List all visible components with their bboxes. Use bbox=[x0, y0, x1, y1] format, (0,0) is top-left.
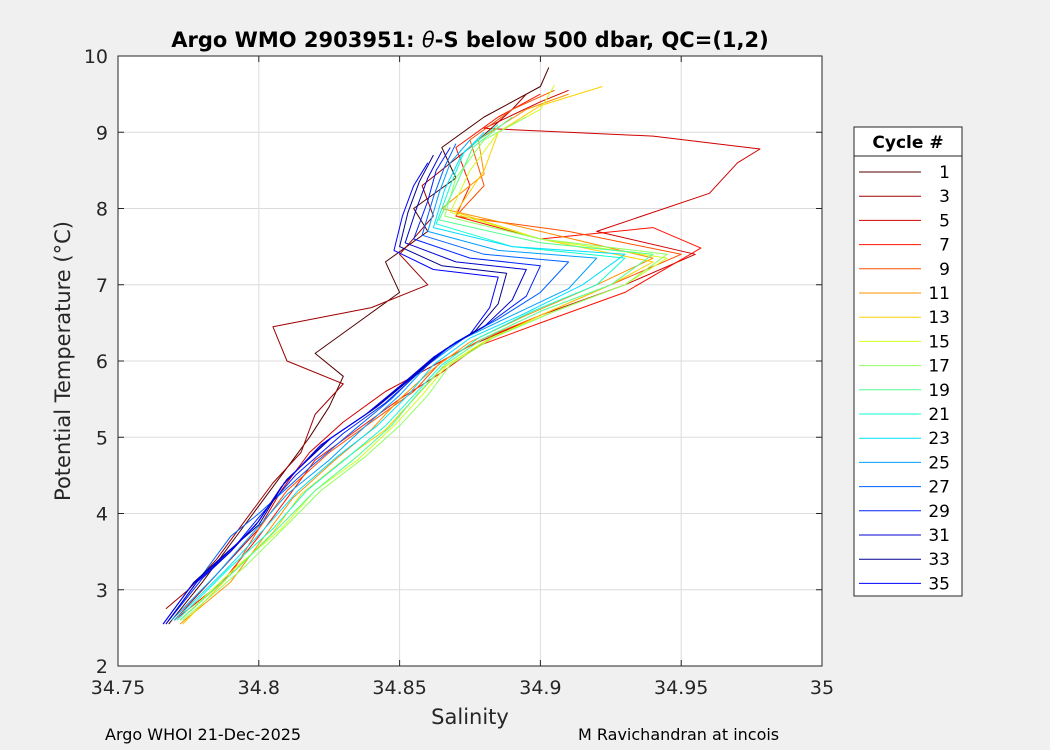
y-tick-label: 9 bbox=[96, 122, 108, 144]
legend-label-cycle-23: 23 bbox=[928, 429, 950, 449]
y-tick-label: 2 bbox=[96, 656, 108, 678]
legend-label-cycle-1: 1 bbox=[939, 163, 950, 183]
y-tick-label: 10 bbox=[84, 46, 108, 68]
legend-title: Cycle # bbox=[872, 133, 943, 153]
series-line-cycle-21 bbox=[176, 124, 626, 621]
footer-credit-left: Argo WHOI 21-Dec-2025 bbox=[105, 725, 302, 744]
x-tick-label: 34.8 bbox=[238, 677, 280, 699]
series-line-cycle-5 bbox=[173, 89, 761, 621]
legend-label-cycle-35: 35 bbox=[928, 574, 950, 594]
legend-label-cycle-7: 7 bbox=[939, 236, 950, 256]
y-tick-label: 6 bbox=[96, 351, 108, 373]
y-tick-label: 7 bbox=[96, 275, 108, 297]
legend-label-cycle-19: 19 bbox=[928, 381, 950, 401]
y-tick-label: 4 bbox=[96, 504, 108, 526]
x-axis-label: Salinity bbox=[431, 705, 509, 729]
legend-box bbox=[853, 126, 963, 597]
footer-credit-right: M Ravichandran at incois bbox=[578, 725, 780, 744]
legend-label-cycle-21: 21 bbox=[928, 405, 950, 425]
series-line-cycle-3 bbox=[165, 93, 527, 610]
legend-label-cycle-25: 25 bbox=[928, 453, 950, 473]
series-line-cycle-35 bbox=[162, 162, 499, 625]
series-line-cycle-19 bbox=[179, 116, 654, 621]
y-tick-label: 3 bbox=[96, 580, 108, 602]
legend-label-cycle-29: 29 bbox=[928, 502, 950, 522]
legend-label-cycle-9: 9 bbox=[939, 260, 950, 280]
legend-label-cycle-3: 3 bbox=[939, 187, 950, 207]
x-tick-label: 34.85 bbox=[372, 677, 426, 699]
x-tick-label: 34.75 bbox=[91, 677, 145, 699]
y-axis-label: Potential Temperature (°C) bbox=[51, 221, 75, 501]
chart-title: Argo WMO 2903951: θ-S below 500 dbar, QC… bbox=[171, 28, 768, 52]
series-layer bbox=[162, 67, 761, 625]
series-line-cycle-27 bbox=[168, 143, 570, 621]
x-tick-label: 34.9 bbox=[519, 677, 561, 699]
series-line-cycle-9 bbox=[179, 89, 682, 621]
y-tick-label: 5 bbox=[96, 427, 108, 449]
legend-label-cycle-15: 15 bbox=[928, 332, 950, 352]
y-tick-label: 8 bbox=[96, 199, 108, 221]
x-tick-label: 34.95 bbox=[654, 677, 708, 699]
legend-label-cycle-11: 11 bbox=[928, 284, 950, 304]
legend-label-cycle-33: 33 bbox=[928, 550, 950, 570]
series-line-cycle-23 bbox=[173, 131, 626, 621]
series-line-cycle-17 bbox=[182, 116, 668, 621]
x-tick-label: 35 bbox=[810, 677, 834, 699]
legend-label-cycle-27: 27 bbox=[928, 478, 950, 498]
legend-label-cycle-17: 17 bbox=[928, 357, 950, 377]
series-line-cycle-1 bbox=[168, 67, 550, 625]
legend-label-cycle-31: 31 bbox=[928, 526, 950, 546]
legend-label-cycle-13: 13 bbox=[928, 308, 950, 328]
ticks: 34.75 34.8 34.85 34.9 34.95 35 2 3 4 5 6 7 8 9 10 bbox=[84, 46, 834, 699]
legend-label-cycle-5: 5 bbox=[939, 211, 950, 231]
